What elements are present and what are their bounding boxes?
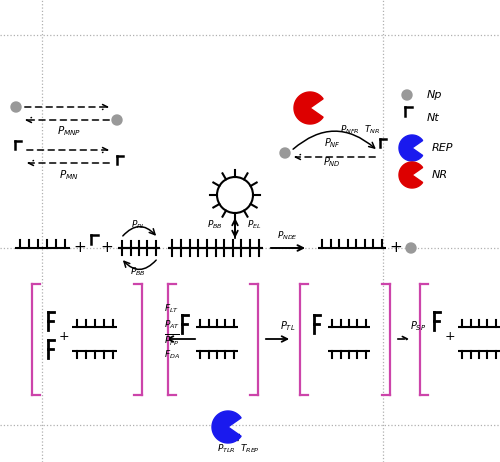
Text: $P_{NF}$: $P_{NF}$ [324, 136, 340, 150]
Circle shape [280, 148, 290, 158]
Text: Nt: Nt [427, 113, 440, 123]
Text: +: + [100, 241, 114, 255]
Text: $P_{NDE}$: $P_{NDE}$ [278, 230, 298, 242]
Text: Np: Np [427, 90, 442, 100]
Text: +: + [390, 241, 402, 255]
Text: $P_{BB}$: $P_{BB}$ [208, 219, 223, 231]
Circle shape [112, 115, 122, 125]
Text: $P_{TLR}$  $T_{REP}$: $P_{TLR}$ $T_{REP}$ [216, 443, 260, 455]
Text: $\overline{P_{FP}}$: $\overline{P_{FP}}$ [164, 332, 179, 348]
Text: $P_{TL}$: $P_{TL}$ [280, 319, 295, 333]
Text: $F_{DA}$: $F_{DA}$ [164, 349, 180, 361]
Text: +: + [74, 241, 86, 255]
Text: $P_{SP}$: $P_{SP}$ [410, 319, 426, 333]
Text: $F_{LT}$: $F_{LT}$ [164, 303, 179, 315]
Text: $P_{EL}$: $P_{EL}$ [247, 219, 262, 231]
Text: $P_{MN}$: $P_{MN}$ [59, 168, 79, 182]
Polygon shape [212, 411, 241, 443]
Text: NR: NR [432, 170, 448, 180]
Text: $P_{BB}$: $P_{BB}$ [130, 266, 146, 278]
Text: $P_{AT}$: $P_{AT}$ [164, 319, 180, 331]
Polygon shape [399, 162, 422, 188]
Text: $P_{NFR}$  $T_{NR}$: $P_{NFR}$ $T_{NR}$ [340, 124, 380, 136]
Text: +: + [58, 330, 70, 344]
Text: $P_{ND}$: $P_{ND}$ [323, 155, 341, 169]
Text: REP: REP [432, 143, 454, 153]
Circle shape [11, 102, 21, 112]
Text: $P_{MNP}$: $P_{MNP}$ [57, 124, 81, 138]
Text: $P_{RL}$: $P_{RL}$ [130, 219, 146, 231]
Circle shape [402, 90, 412, 100]
Polygon shape [294, 92, 323, 124]
Circle shape [406, 243, 416, 253]
Polygon shape [399, 135, 422, 161]
Text: +: + [444, 330, 456, 344]
